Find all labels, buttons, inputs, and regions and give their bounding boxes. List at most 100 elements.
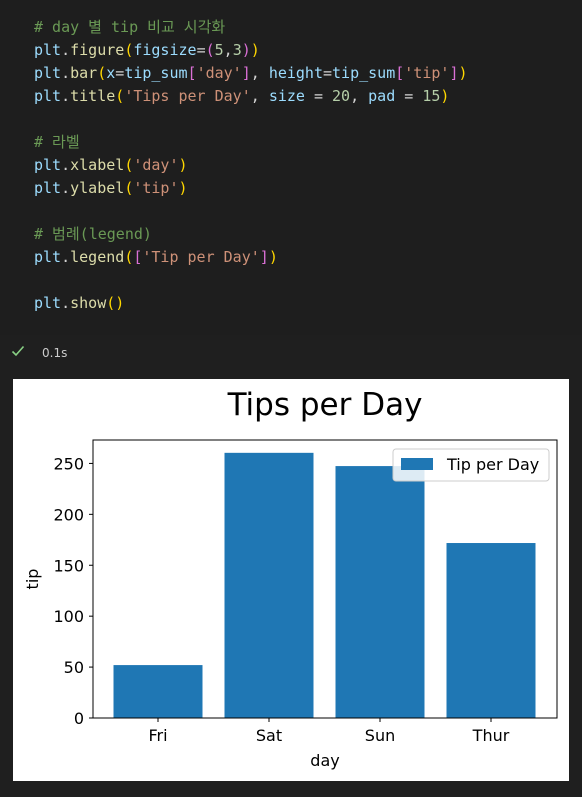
bar-fri xyxy=(113,665,203,718)
code-line: plt.ylabel('tip') xyxy=(34,177,468,200)
code-token: xlabel xyxy=(70,156,125,174)
cell-status-bar: 0.1s xyxy=(0,335,582,369)
code-token: show xyxy=(70,294,107,312)
code-token: , xyxy=(350,87,369,105)
code-token: . xyxy=(61,87,71,105)
code-token: . xyxy=(61,179,71,197)
code-token: ( xyxy=(205,41,215,59)
code-token: 5 xyxy=(214,41,224,59)
code-token: . xyxy=(61,248,71,266)
code-line: plt.bar(x=tip_sum['day'], height=tip_sum… xyxy=(34,62,468,85)
code-token: , xyxy=(250,87,269,105)
code-line: plt.figure(figsize=(5,3)) xyxy=(34,39,468,62)
code-token: 'Tips per Day' xyxy=(124,87,251,105)
code-token: = xyxy=(323,64,333,82)
code-token: . xyxy=(61,64,71,82)
code-token: = xyxy=(115,64,125,82)
x-tick-label: Thur xyxy=(472,726,510,745)
code-editor[interactable]: # day 별 tip 비교 시각화 plt.figure(figsize=(5,… xyxy=(34,16,468,315)
y-tick-label: 100 xyxy=(53,607,84,626)
check-icon xyxy=(11,345,25,357)
code-token: 3 xyxy=(232,41,242,59)
plot-area-frame xyxy=(92,439,558,719)
x-tick-label: Sat xyxy=(256,726,282,745)
execution-time: 0.1s xyxy=(42,346,68,360)
code-line xyxy=(34,108,468,131)
code-token: plt xyxy=(34,156,62,174)
bar-thur xyxy=(446,543,536,718)
code-token: title xyxy=(70,87,116,105)
code-line: plt.legend(['Tip per Day']) xyxy=(34,246,468,269)
code-token: ( xyxy=(124,41,134,59)
code-token: # day 별 tip 비교 시각화 xyxy=(34,18,226,36)
code-token: ylabel xyxy=(70,179,125,197)
code-line xyxy=(34,269,468,292)
code-token: size xyxy=(268,87,305,105)
code-token: = xyxy=(196,41,206,59)
y-axis-label: tip xyxy=(23,569,42,590)
code-token: ( xyxy=(124,156,134,174)
code-token: ( xyxy=(115,87,125,105)
code-token: = xyxy=(304,87,333,105)
code-token: plt xyxy=(34,41,62,59)
code-line: # 범례(legend) xyxy=(34,223,468,246)
x-tick-label: Fri xyxy=(148,726,167,745)
code-token: legend xyxy=(70,248,125,266)
code-token: 'Tip per Day' xyxy=(142,248,260,266)
code-token: [ xyxy=(187,64,197,82)
code-cell[interactable]: # day 별 tip 비교 시각화 plt.figure(figsize=(5,… xyxy=(0,0,582,335)
bar-sat xyxy=(224,452,314,718)
code-token: tip_sum xyxy=(124,64,188,82)
y-tick-label: 150 xyxy=(53,556,84,575)
code-token: = xyxy=(395,87,423,105)
code-line: # day 별 tip 비교 시각화 xyxy=(34,16,468,39)
code-token: , xyxy=(223,41,233,59)
code-token: [ xyxy=(395,64,405,82)
code-token: ] xyxy=(241,64,251,82)
code-token: height xyxy=(268,64,323,82)
code-token: ( xyxy=(124,179,134,197)
code-token: # 라벨 xyxy=(34,133,80,151)
code-token: plt xyxy=(34,294,62,312)
code-token: 20 xyxy=(332,87,351,105)
bar-chart: Tips per Day Fri Sat Sun Thur 0 50 100 150 200 250… xyxy=(23,387,558,770)
code-token: bar xyxy=(70,64,98,82)
code-token: . xyxy=(61,41,71,59)
cell-output: Tips per Day Fri Sat Sun Thur 0 50 100 150 200 250… xyxy=(0,368,582,797)
code-token: pad xyxy=(368,87,396,105)
legend-swatch xyxy=(401,458,433,470)
code-token: , xyxy=(250,64,269,82)
code-token: () xyxy=(106,294,125,312)
code-token: [ xyxy=(133,248,143,266)
code-token: plt xyxy=(34,248,62,266)
x-axis-label: day xyxy=(310,751,339,770)
y-tick-label: 50 xyxy=(64,658,84,677)
y-tick-label: 250 xyxy=(53,454,84,473)
code-line: plt.xlabel('day') xyxy=(34,154,468,177)
code-token: x xyxy=(106,64,116,82)
code-token: plt xyxy=(34,87,62,105)
code-token: . xyxy=(61,294,71,312)
code-token: 'day' xyxy=(133,156,179,174)
code-token: ) xyxy=(178,156,188,174)
code-token: ) xyxy=(458,64,468,82)
code-token: ) xyxy=(268,248,278,266)
y-tick-label: 200 xyxy=(53,505,84,524)
code-token: figsize xyxy=(133,41,197,59)
code-token: ) xyxy=(440,87,450,105)
code-line xyxy=(34,200,468,223)
code-token: ( xyxy=(124,248,134,266)
code-token: 15 xyxy=(422,87,441,105)
code-token: plt xyxy=(34,179,62,197)
code-token: plt xyxy=(34,64,62,82)
code-token: 'tip' xyxy=(133,179,179,197)
code-token: ( xyxy=(97,64,107,82)
code-token: . xyxy=(61,156,71,174)
y-tick-label: 0 xyxy=(74,709,84,728)
code-line: # 라벨 xyxy=(34,131,468,154)
code-line: plt.title('Tips per Day', size = 20, pad… xyxy=(34,85,468,108)
x-tick-label: Sun xyxy=(365,726,395,745)
code-token: ] xyxy=(449,64,459,82)
code-token: ) xyxy=(178,179,188,197)
legend-box xyxy=(392,448,550,482)
